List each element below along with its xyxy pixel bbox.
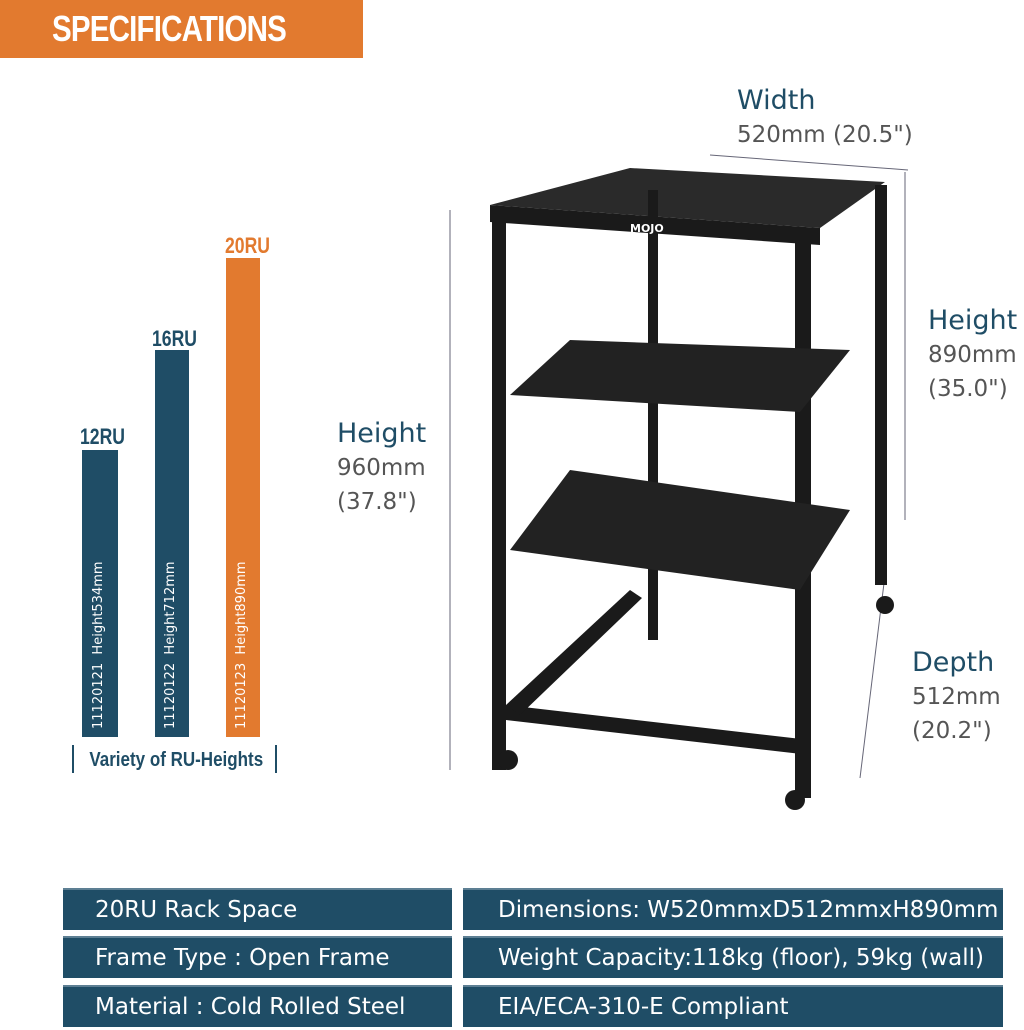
frame-height-dimension: Height 890mm (35.0") — [928, 304, 1017, 406]
height-value: 890mm — [928, 342, 1017, 368]
height-label: Height — [337, 418, 427, 449]
spec-cell: Material : Cold Rolled Steel — [63, 985, 452, 1027]
width-dimension: Width 520mm (20.5") — [737, 84, 913, 152]
ru-bar-12: 11120121 Height534mm — [82, 450, 118, 737]
page-title: SPECIFICATIONS — [52, 8, 287, 49]
mojo-logo: MOJO — [630, 222, 664, 235]
width-dimension-line — [709, 154, 909, 171]
height-label: Height — [928, 305, 1018, 336]
product-code: 11120122 — [163, 662, 178, 729]
height-text: Height534mm — [91, 561, 106, 655]
spec-cell: Weight Capacity:118kg (floor), 59kg (wal… — [463, 936, 1003, 978]
width-value: 520mm (20.5") — [737, 122, 913, 148]
ru-bar-16: 11120122 Height712mm — [155, 350, 189, 737]
spec-cell: Dimensions: W520mmxD512mmxH890mm — [463, 888, 1003, 930]
height-imperial: (37.8") — [337, 489, 417, 515]
depth-dimension: Depth 512mm (20.2") — [912, 646, 1001, 748]
ru-label-16: 16RU — [152, 326, 197, 351]
variety-caption: Variety of RU-Heights — [72, 745, 277, 773]
height-value: 960mm — [337, 455, 426, 481]
depth-imperial: (20.2") — [912, 718, 992, 744]
spec-cell: 20RU Rack Space — [63, 888, 452, 930]
ru-label-12: 12RU — [80, 424, 125, 449]
width-label: Width — [737, 85, 816, 116]
height-text: Height890mm — [234, 561, 249, 655]
depth-value: 512mm — [912, 684, 1001, 710]
height-imperial: (35.0") — [928, 376, 1008, 402]
rack-image: MOJO — [449, 154, 909, 810]
ru-bar-20: 11120123 Height890mm — [226, 258, 260, 737]
specifications-banner: SPECIFICATIONS — [0, 0, 363, 58]
ru-label-20: 20RU — [225, 233, 270, 258]
variety-text: Variety of RU-Heights — [89, 749, 264, 771]
product-code: 11120121 — [91, 662, 106, 729]
spec-cell: EIA/ECA-310-E Compliant — [463, 985, 1003, 1027]
height-text: Height712mm — [163, 561, 178, 655]
total-height-dimension: Height 960mm (37.8") — [337, 417, 426, 519]
depth-label: Depth — [912, 647, 995, 678]
product-code: 11120123 — [234, 662, 249, 729]
spec-cell: Frame Type : Open Frame — [63, 936, 452, 978]
